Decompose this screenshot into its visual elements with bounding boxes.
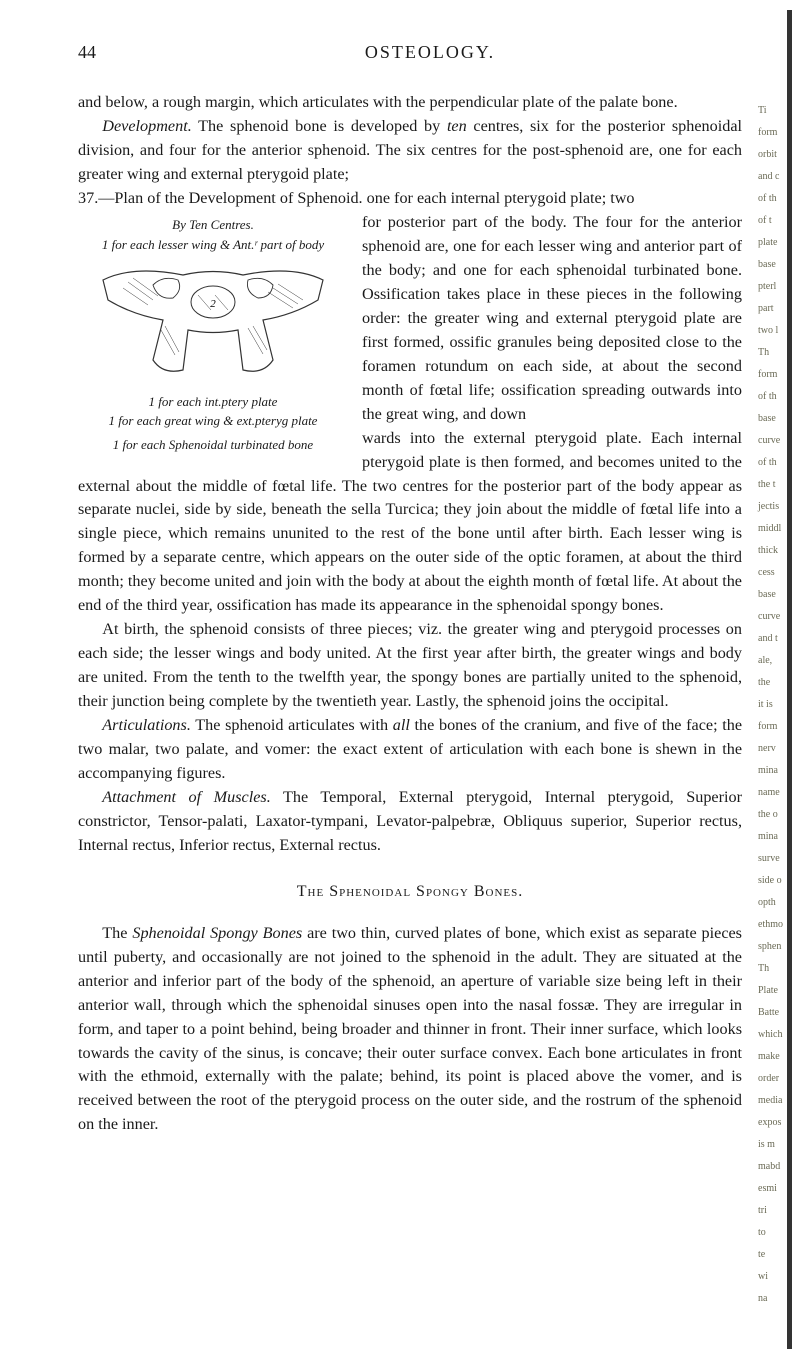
margin-fragment: mina [758,826,786,848]
margin-fragment: two l [758,320,786,342]
p9b: are two thin, curved plates of bone, whi… [78,924,742,1134]
figure-caption-top: By Ten Centres. [78,217,348,234]
p7a: The sphenoid articulates with [191,716,393,734]
page-number: 44 [78,42,118,63]
margin-fragment: form [758,716,786,738]
page-border-rule [787,10,792,1349]
margin-fragment: sphen [758,936,786,958]
paragraph-8: Attachment of Muscles. The Temporal, Ext… [78,786,742,858]
margin-fragment: media [758,1090,786,1112]
margin-fragment: middl [758,518,786,540]
margin-fragment: tri [758,1200,786,1222]
p9-lead: Sphenoidal Spongy Bones [132,924,302,942]
margin-fragment: jectis [758,496,786,518]
margin-fragment: orbit [758,144,786,166]
margin-fragment: expos [758,1112,786,1134]
figure-caption-top2: 1 for each lesser wing & Ant.ʳ part of b… [78,237,348,254]
margin-fragment: mina [758,760,786,782]
running-title: OSTEOLOGY. [118,42,742,63]
margin-fragment: opth [758,892,786,914]
margin-fragment: the [758,672,786,694]
figure-caption-mid2: 1 for each great wing & ext.pteryg plate [78,413,348,430]
margin-fragment: side o [758,870,786,892]
margin-fragment: of th [758,188,786,210]
margin-fragment: of th [758,386,786,408]
paragraph-1: and below, a rough margin, which articul… [78,91,742,115]
figure-caption-bot: 1 for each Sphenoidal turbinated bone [78,437,348,454]
page-header: 44 OSTEOLOGY. [78,42,742,63]
paragraph-3-item: 37.—Plan of the Development of Sphenoid.… [78,187,742,211]
margin-fragment: the t [758,474,786,496]
margin-fragment: of t [758,210,786,232]
margin-fragment: and c [758,166,786,188]
margin-fragment: ale, [758,650,786,672]
margin-fragment: Plate [758,980,786,1002]
margin-fragment: curve [758,430,786,452]
p8-lead: Attachment of Muscles. [102,788,270,806]
margin-fragment: part [758,298,786,320]
margin-fragment: form [758,122,786,144]
margin-fragment: base [758,584,786,606]
margin-fragment: esmi [758,1178,786,1200]
margin-fragment: base [758,408,786,430]
margin-fragment: Batte [758,1002,786,1024]
margin-fragment: Th [758,958,786,980]
p2-lead: Development. [102,117,191,135]
margin-fragment: ethmo [758,914,786,936]
margin-fragment: Th [758,342,786,364]
margin-fragment: cess [758,562,786,584]
margin-fragment: surve [758,848,786,870]
margin-fragment: curve [758,606,786,628]
p9a: The [102,924,132,942]
sphenoid-diagram: 2 [93,260,333,390]
margin-fragment: of th [758,452,786,474]
p7-lead: Articulations. [102,716,191,734]
figure-label-2: 2 [210,298,216,310]
margin-fragment: make [758,1046,786,1068]
margin-fragment: plate [758,232,786,254]
paragraph-9: The Sphenoidal Spongy Bones are two thin… [78,922,742,1138]
p2a: The sphenoid bone is developed by [192,117,447,135]
margin-fragment: is m [758,1134,786,1156]
figure-block: By Ten Centres. 1 for each lesser wing &… [78,217,348,454]
margin-fragment: mabd [758,1156,786,1178]
margin-fragment: te [758,1244,786,1266]
margin-fragment: and t [758,628,786,650]
paragraph-2: Development. The sphenoid bone is develo… [78,115,742,187]
margin-fragment: the o [758,804,786,826]
p2-ten: ten [447,117,467,135]
figure-caption-mid: 1 for each int.ptery plate [78,394,348,411]
margin-fragment: Ti [758,100,786,122]
section-heading: The Sphenoidal Spongy Bones. [78,880,742,904]
margin-fragment: it is [758,694,786,716]
margin-fragment: name [758,782,786,804]
body-text: and below, a rough margin, which articul… [78,91,742,1137]
margin-fragment: base [758,254,786,276]
paragraph-7: Articulations. The sphenoid articulates … [78,714,742,786]
margin-fragment: thick [758,540,786,562]
margin-bleed-text: Tiformorbitand cof thof tplatebasepterlp… [758,100,786,1310]
paragraph-5: wards into the external pterygoid plate.… [78,427,742,619]
margin-fragment: which [758,1024,786,1046]
margin-fragment: to [758,1222,786,1244]
margin-fragment: order [758,1068,786,1090]
margin-fragment: na [758,1288,786,1310]
p7-all: all [393,716,410,734]
paragraph-6: At birth, the sphenoid consists of three… [78,618,742,714]
margin-fragment: form [758,364,786,386]
margin-fragment: wi [758,1266,786,1288]
margin-fragment: nerv [758,738,786,760]
margin-fragment: pterl [758,276,786,298]
